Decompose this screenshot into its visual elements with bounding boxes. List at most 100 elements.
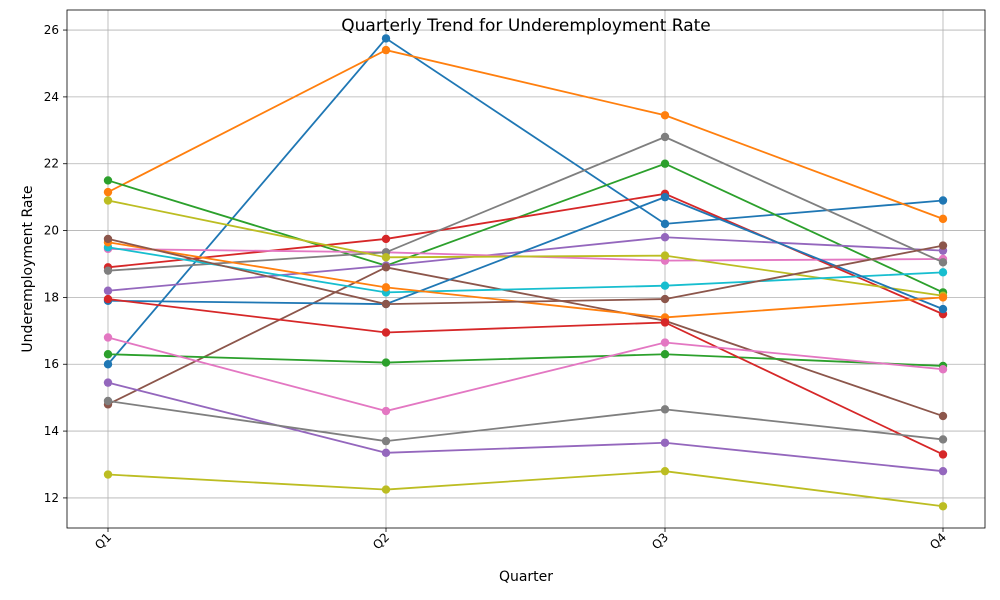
data-point: [660, 111, 670, 120]
series-13: [103, 350, 948, 371]
data-point: [103, 294, 113, 304]
y-tick-label: 12: [44, 491, 59, 505]
data-point: [103, 187, 113, 197]
y-axis-label: Underemployment Rate: [20, 185, 36, 352]
data-point: [938, 241, 948, 250]
data-point: [103, 196, 113, 205]
y-tick-label: 16: [44, 357, 59, 371]
series-14: [103, 294, 948, 459]
data-point: [660, 405, 670, 414]
series-line: [107, 49, 944, 220]
data-point: [381, 406, 391, 416]
series-line: [107, 353, 944, 367]
data-point: [938, 466, 948, 476]
series-line: [107, 246, 944, 294]
data-point: [660, 466, 670, 476]
data-point: [103, 470, 113, 479]
series-4: [103, 189, 948, 319]
series-2: [103, 45, 948, 224]
data-point: [660, 438, 670, 447]
data-point: [381, 436, 391, 446]
series-line: [107, 162, 944, 294]
data-point: [103, 176, 113, 185]
data-point: [938, 258, 948, 267]
data-point: [938, 304, 948, 314]
data-point: [938, 435, 948, 444]
series-6: [103, 263, 948, 421]
data-point: [381, 34, 391, 43]
series-line: [107, 199, 944, 297]
data-point: [938, 293, 948, 302]
data-point: [938, 196, 948, 205]
data-point: [103, 286, 113, 295]
data-point: [938, 268, 948, 277]
series-line: [107, 266, 944, 417]
series-line: [107, 238, 944, 305]
series-8: [103, 132, 948, 275]
series-line: [107, 400, 944, 443]
data-point: [660, 318, 670, 327]
data-point: [381, 299, 391, 309]
data-point: [381, 283, 391, 292]
data-point: [938, 502, 948, 511]
y-tick-label: 20: [44, 224, 59, 238]
series-line: [107, 298, 944, 456]
series-line: [107, 470, 944, 508]
data-point: [381, 263, 391, 272]
chart-title: Quarterly Trend for Underemployment Rate: [341, 16, 711, 36]
data-point: [660, 350, 670, 359]
data-point: [660, 132, 670, 142]
y-tick-label: 18: [44, 290, 59, 304]
series-line: [107, 236, 944, 292]
x-axis-label: Quarter: [499, 569, 553, 585]
series-line: [107, 381, 944, 473]
data-point: [660, 281, 670, 290]
data-point: [103, 350, 113, 359]
data-point: [381, 253, 391, 262]
y-tick-label: 24: [44, 90, 59, 104]
data-point: [660, 159, 670, 168]
series-line: [107, 37, 944, 365]
y-axis-ticks: 12 14 16 18 20 22 24 26: [44, 23, 67, 505]
data-point: [381, 234, 391, 244]
plot-frame: [66, 9, 986, 529]
y-tick-label: 26: [44, 23, 59, 37]
data-point: [660, 338, 670, 347]
data-point: [938, 450, 948, 459]
data-point: [381, 328, 391, 337]
data-point: [660, 192, 670, 202]
grid: [67, 10, 985, 528]
data-point: [103, 360, 113, 369]
data-point: [660, 219, 670, 229]
data-point: [381, 448, 391, 458]
data-point: [938, 365, 948, 374]
data-point: [938, 214, 948, 224]
series-18: [103, 396, 948, 446]
data-point: [660, 233, 670, 242]
x-tick-label: Q3: [649, 530, 671, 552]
x-axis-ticks: Q1 Q2 Q3 Q4: [92, 528, 949, 552]
data-point: [938, 411, 948, 421]
series-16: [103, 234, 948, 309]
y-tick-label: 14: [44, 424, 59, 438]
series-line: [107, 196, 944, 310]
series-5: [103, 233, 948, 295]
data-point: [381, 45, 391, 55]
x-tick-label: Q1: [92, 530, 114, 552]
series-9: [103, 196, 948, 300]
series-15: [103, 378, 948, 476]
series-line: [107, 336, 944, 412]
data-point: [660, 294, 670, 304]
series-line: [107, 136, 944, 272]
series-17: [103, 333, 948, 416]
data-point: [381, 358, 391, 367]
x-tick-label: Q2: [370, 530, 392, 552]
data-point: [103, 378, 113, 387]
series-lines: [103, 34, 948, 511]
data-point: [381, 485, 391, 494]
data-point: [103, 266, 113, 275]
data-point: [103, 396, 113, 406]
data-point: [103, 333, 113, 342]
series-1: [103, 34, 948, 369]
